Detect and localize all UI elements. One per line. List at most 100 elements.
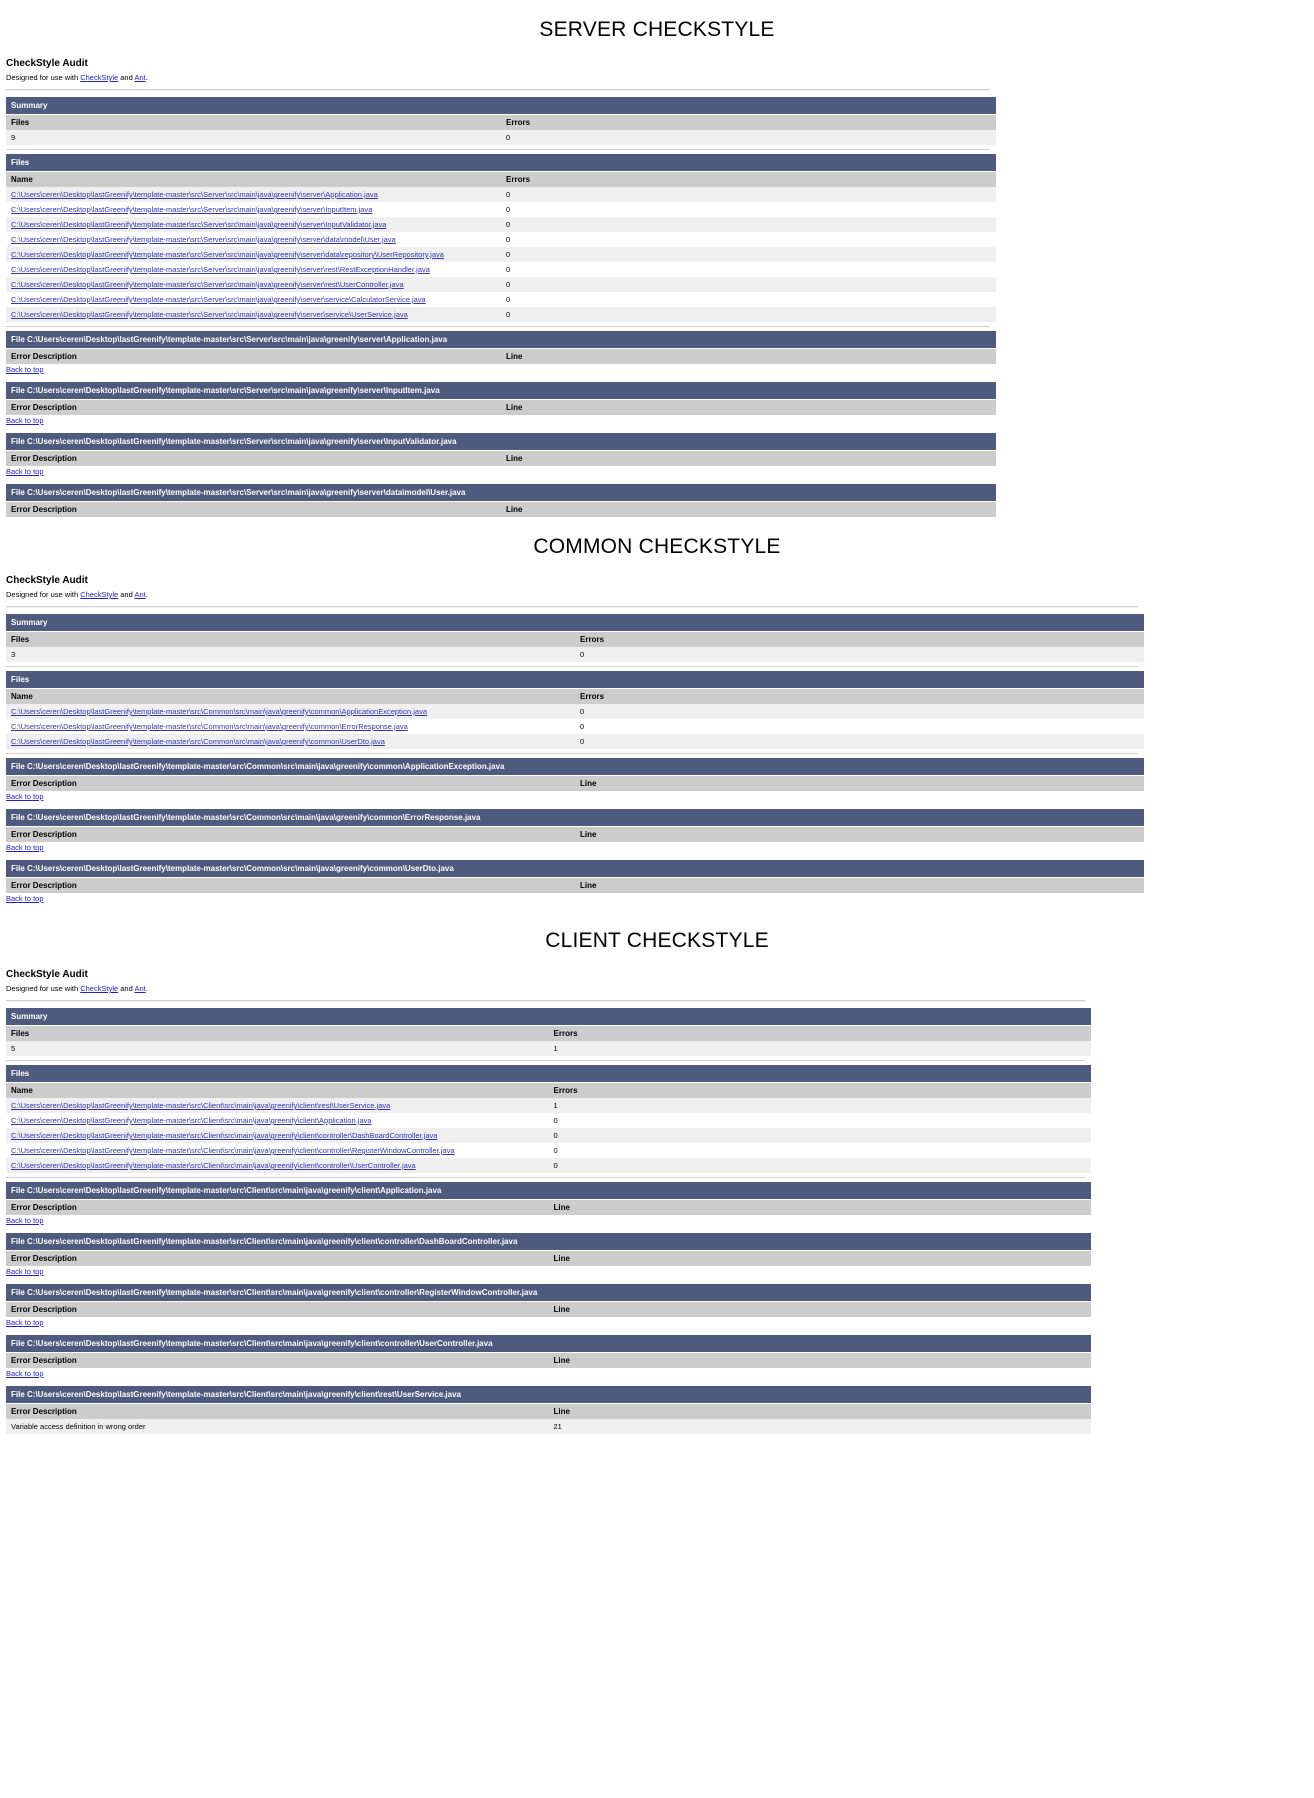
back-to-top-wrap: Back to top: [0, 791, 1314, 801]
checkstyle-link[interactable]: CheckStyle: [80, 73, 119, 82]
files-table-row: C:\Users\ceren\Desktop\lastGreenify\temp…: [6, 217, 996, 232]
file-detail-header-row: Error Description Line: [6, 450, 996, 466]
checkstyle-link[interactable]: CheckStyle: [80, 984, 119, 993]
files-band-label: Files: [6, 1065, 1091, 1083]
file-link[interactable]: C:\Users\ceren\Desktop\lastGreenify\temp…: [11, 235, 396, 244]
back-to-top-wrap: Back to top: [0, 364, 1314, 374]
designed-for-use-text: Designed for use with CheckStyle and Ant…: [0, 73, 1314, 85]
checkstyle-link[interactable]: CheckStyle: [80, 590, 119, 599]
ant-link[interactable]: Ant: [134, 73, 146, 82]
file-detail-header-row: Error Description Line: [6, 399, 996, 415]
files-table-row: C:\Users\ceren\Desktop\lastGreenify\temp…: [6, 1143, 1091, 1158]
checkstyle-report: CheckStyle Audit Designed for use with Ch…: [0, 569, 1314, 911]
files-table-row: C:\Users\ceren\Desktop\lastGreenify\temp…: [6, 307, 996, 322]
files-table: Files Name Errors C:\Users\ceren\Desktop\la…: [6, 154, 996, 322]
file-detail-table: File C:\Users\ceren\Desktop\lastGreenify…: [6, 1284, 1091, 1317]
file-link[interactable]: C:\Users\ceren\Desktop\lastGreenify\temp…: [11, 1161, 416, 1170]
back-to-top-link[interactable]: Back to top: [6, 1318, 44, 1327]
summary-header-files: Files: [6, 114, 501, 130]
file-detail-band-row: File C:\Users\ceren\Desktop\lastGreenify…: [6, 758, 1144, 776]
back-to-top-link[interactable]: Back to top: [6, 467, 44, 476]
file-link[interactable]: C:\Users\ceren\Desktop\lastGreenify\temp…: [11, 265, 430, 274]
file-detail-group: File C:\Users\ceren\Desktop\lastGreenify…: [0, 484, 1314, 517]
file-link[interactable]: C:\Users\ceren\Desktop\lastGreenify\temp…: [11, 1101, 391, 1110]
files-table-row: C:\Users\ceren\Desktop\lastGreenify\temp…: [6, 277, 996, 292]
back-to-top-wrap: Back to top: [0, 1266, 1314, 1276]
files-table-row: C:\Users\ceren\Desktop\lastGreenify\temp…: [6, 292, 996, 307]
back-to-top-link[interactable]: Back to top: [6, 1216, 44, 1225]
file-errors-cell: 1: [548, 1098, 1091, 1113]
error-description-header: Error Description: [6, 1250, 549, 1266]
file-link[interactable]: C:\Users\ceren\Desktop\lastGreenify\temp…: [11, 250, 444, 259]
file-name-cell: C:\Users\ceren\Desktop\lastGreenify\temp…: [6, 187, 501, 202]
files-table-row: C:\Users\ceren\Desktop\lastGreenify\temp…: [6, 187, 996, 202]
summary-value-files: 5: [6, 1041, 549, 1056]
file-link[interactable]: C:\Users\ceren\Desktop\lastGreenify\temp…: [11, 722, 408, 731]
file-detail-header-row: Error Description Line: [6, 826, 1144, 842]
file-link[interactable]: C:\Users\ceren\Desktop\lastGreenify\temp…: [11, 220, 387, 229]
back-to-top-link[interactable]: Back to top: [6, 843, 44, 852]
audit-heading: CheckStyle Audit: [6, 58, 88, 69]
file-link[interactable]: C:\Users\ceren\Desktop\lastGreenify\temp…: [11, 707, 427, 716]
error-line-cell: 21: [548, 1419, 1091, 1434]
file-detail-table: File C:\Users\ceren\Desktop\lastGreenify…: [6, 484, 996, 517]
file-name-cell: C:\Users\ceren\Desktop\lastGreenify\temp…: [6, 734, 575, 749]
file-detail-title: File C:\Users\ceren\Desktop\lastGreenify…: [6, 1182, 1091, 1200]
summary-header-files: Files: [6, 631, 575, 647]
back-to-top-link[interactable]: Back to top: [6, 365, 44, 374]
file-link[interactable]: C:\Users\ceren\Desktop\lastGreenify\temp…: [11, 1146, 455, 1155]
audit-heading: CheckStyle Audit: [6, 575, 88, 586]
back-to-top-link[interactable]: Back to top: [6, 894, 44, 903]
line-header: Line: [501, 348, 996, 364]
section-banner-title: CLIENT CHECKSTYLE: [545, 929, 769, 952]
divider: [6, 666, 1138, 667]
file-detail-title: File C:\Users\ceren\Desktop\lastGreenify…: [6, 1284, 1091, 1302]
files-table-row: C:\Users\ceren\Desktop\lastGreenify\temp…: [6, 1098, 1091, 1113]
file-errors-cell: 0: [575, 719, 1144, 734]
spacer: [0, 374, 1314, 382]
file-name-cell: C:\Users\ceren\Desktop\lastGreenify\temp…: [6, 1098, 549, 1113]
ant-link[interactable]: Ant: [134, 590, 146, 599]
file-link[interactable]: C:\Users\ceren\Desktop\lastGreenify\temp…: [11, 310, 408, 319]
files-table: Files Name Errors C:\Users\ceren\Desktop\la…: [6, 671, 1144, 749]
summary-band-label: Summary: [6, 97, 996, 115]
back-to-top-wrap: Back to top: [0, 1368, 1314, 1378]
file-link[interactable]: C:\Users\ceren\Desktop\lastGreenify\temp…: [11, 190, 378, 199]
ant-link[interactable]: Ant: [134, 984, 146, 993]
designed-prefix: Designed for use with: [6, 590, 81, 599]
file-link[interactable]: C:\Users\ceren\Desktop\lastGreenify\temp…: [11, 295, 426, 304]
file-detail-title: File C:\Users\ceren\Desktop\lastGreenify…: [6, 1233, 1091, 1251]
file-detail-group: File C:\Users\ceren\Desktop\lastGreenify…: [0, 1284, 1314, 1335]
divider: [6, 1000, 1085, 1002]
error-description-header: Error Description: [6, 775, 575, 791]
summary-header-row: Files Errors: [6, 114, 996, 130]
designed-prefix: Designed for use with: [6, 73, 81, 82]
back-to-top-link[interactable]: Back to top: [6, 416, 44, 425]
file-errors-cell: 0: [501, 187, 996, 202]
files-band-row: Files: [6, 1065, 1091, 1083]
file-name-cell: C:\Users\ceren\Desktop\lastGreenify\temp…: [6, 704, 575, 719]
back-to-top-link[interactable]: Back to top: [6, 1267, 44, 1276]
file-link[interactable]: C:\Users\ceren\Desktop\lastGreenify\temp…: [11, 1116, 372, 1125]
summary-header-row: Files Errors: [6, 1025, 1091, 1041]
spacer: [0, 1327, 1314, 1335]
line-header: Line: [575, 826, 1144, 842]
back-to-top-link[interactable]: Back to top: [6, 792, 44, 801]
file-link[interactable]: C:\Users\ceren\Desktop\lastGreenify\temp…: [11, 737, 385, 746]
file-link[interactable]: C:\Users\ceren\Desktop\lastGreenify\temp…: [11, 1131, 438, 1140]
file-name-cell: C:\Users\ceren\Desktop\lastGreenify\temp…: [6, 292, 501, 307]
file-detail-title: File C:\Users\ceren\Desktop\lastGreenify…: [6, 433, 996, 451]
back-to-top-link[interactable]: Back to top: [6, 1369, 44, 1378]
summary-header-row: Files Errors: [6, 631, 1144, 647]
file-name-cell: C:\Users\ceren\Desktop\lastGreenify\temp…: [6, 1158, 549, 1173]
file-errors-cell: 0: [501, 217, 996, 232]
file-link[interactable]: C:\Users\ceren\Desktop\lastGreenify\temp…: [11, 205, 373, 214]
file-detail-table: File C:\Users\ceren\Desktop\lastGreenify…: [6, 860, 1144, 893]
files-band-label: Files: [6, 154, 996, 172]
file-detail-group: File C:\Users\ceren\Desktop\lastGreenify…: [0, 382, 1314, 433]
file-name-cell: C:\Users\ceren\Desktop\lastGreenify\temp…: [6, 1113, 549, 1128]
file-detail-title: File C:\Users\ceren\Desktop\lastGreenify…: [6, 1386, 1091, 1404]
files-table-row: C:\Users\ceren\Desktop\lastGreenify\temp…: [6, 1113, 1091, 1128]
file-link[interactable]: C:\Users\ceren\Desktop\lastGreenify\temp…: [11, 280, 404, 289]
files-header-row: Name Errors: [6, 171, 996, 187]
